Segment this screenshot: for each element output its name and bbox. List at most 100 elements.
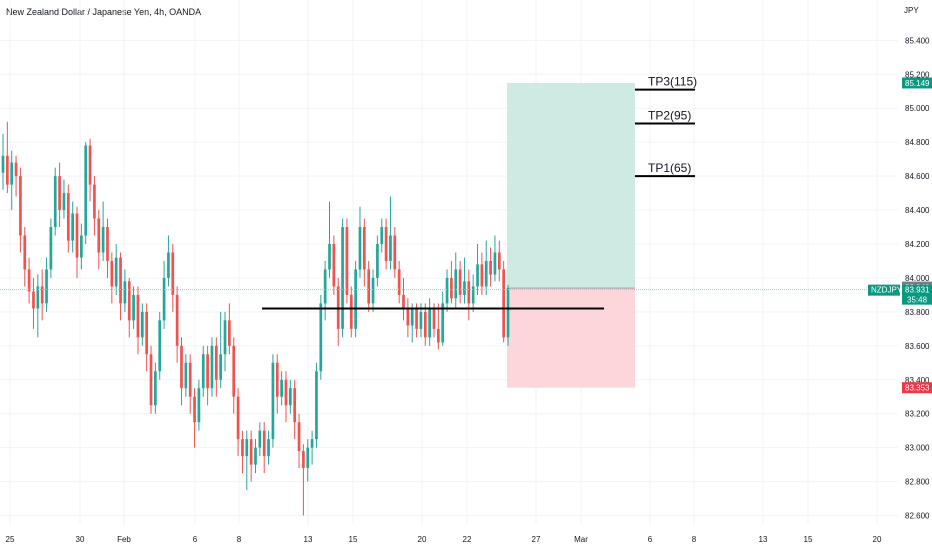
candle-body — [306, 447, 310, 468]
candle-body — [154, 371, 157, 406]
x-tick-label: 15 — [804, 535, 813, 544]
symbol-title: New Zealand Dollar / Japanese Yen, 4h, O… — [6, 7, 202, 17]
candle-body — [136, 294, 140, 338]
candle-body — [384, 227, 388, 261]
candle-body — [219, 354, 223, 380]
candle-body — [53, 176, 57, 228]
candle-body — [410, 308, 414, 326]
candle-body — [254, 447, 257, 465]
x-tick-label: 6 — [193, 535, 198, 544]
candle-body — [328, 244, 331, 270]
candle-body — [188, 362, 192, 397]
candle-body — [132, 294, 135, 321]
target-price-badge-text: 85.149 — [905, 79, 930, 88]
candle-body — [223, 320, 227, 355]
drawing-lines[interactable]: TP3(115) TP2(95) TP1(65) — [0, 75, 898, 310]
grid-lines — [0, 0, 898, 524]
y-tick-label: 83.800 — [905, 308, 930, 317]
candle-body — [101, 227, 105, 253]
candle-body — [114, 257, 118, 287]
candle-body — [406, 308, 410, 326]
candle-body — [228, 320, 231, 346]
candle-body — [436, 328, 440, 343]
tp-label: TP2(95) — [648, 109, 691, 123]
x-tick-label: 22 — [463, 535, 472, 544]
candle-body — [428, 308, 431, 338]
candle-body — [302, 451, 305, 468]
candle-body — [463, 281, 466, 295]
candle-body — [358, 227, 362, 270]
candle-body — [97, 218, 101, 253]
candle-body — [241, 439, 244, 457]
candle-body — [88, 145, 92, 185]
candle-body — [267, 439, 270, 457]
symbol-tag — [868, 284, 900, 296]
candle-body — [341, 227, 344, 329]
y-tick-label: 85.000 — [905, 104, 930, 113]
candle-body — [389, 235, 392, 261]
candle-body — [262, 430, 266, 457]
candle-body — [258, 430, 262, 448]
candle-body — [180, 345, 183, 389]
candle-body — [441, 303, 445, 343]
candle-body — [502, 269, 505, 338]
candle-body — [49, 227, 53, 270]
candle-body — [345, 227, 349, 295]
candle-body — [214, 345, 218, 380]
candle-body — [106, 227, 109, 261]
candle-body — [66, 193, 70, 241]
candle-body — [362, 227, 366, 270]
x-tick-label: 20 — [418, 535, 427, 544]
candle-body — [393, 235, 397, 270]
candle-body — [493, 252, 497, 275]
current-price-badge — [902, 284, 932, 305]
x-tick-label: 30 — [76, 535, 85, 544]
candle-body — [467, 281, 471, 304]
tp-label: TP3(115) — [648, 75, 697, 89]
candle-body — [210, 345, 214, 389]
candle-body — [145, 311, 149, 355]
candle-body — [110, 260, 114, 287]
candle-body — [315, 371, 318, 440]
candle-body — [71, 213, 75, 241]
candle-body — [489, 260, 492, 275]
candle-body — [415, 308, 418, 329]
y-tick-label: 82.800 — [905, 478, 930, 487]
x-tick-label: Mar — [574, 535, 588, 544]
candle-body — [45, 269, 48, 304]
candle-body — [62, 193, 66, 211]
y-tick-label: 83.400 — [905, 376, 930, 385]
candle-body — [402, 294, 405, 309]
candle-body — [236, 396, 240, 440]
time-axis[interactable]: 25 30 Feb 6 8 13 15 20 22 27 Mar 6 8 13 15 20 — [6, 535, 882, 544]
price-axis[interactable]: 85.400 85.200 85.000 84.800 84.600 84.400 84.2… — [905, 36, 930, 520]
candle-body — [332, 244, 336, 287]
x-tick-label: 13 — [759, 535, 768, 544]
candle-body — [80, 235, 83, 258]
candle-body — [480, 264, 484, 287]
currency-label: JPY — [904, 6, 919, 15]
x-tick-label: 8 — [692, 535, 697, 544]
loss-zone — [507, 288, 635, 388]
candle-body — [397, 269, 401, 295]
candle-body — [271, 362, 275, 440]
candle-body — [149, 354, 153, 406]
candle-body — [93, 184, 96, 219]
candle-body — [140, 311, 144, 338]
symbol-tag-text: NZDJPY — [871, 286, 903, 295]
x-tick-label: 20 — [873, 535, 882, 544]
y-tick-label: 84.000 — [905, 274, 930, 283]
candle-body — [319, 303, 323, 372]
candle-body — [419, 311, 423, 329]
candle-body — [454, 269, 458, 299]
candle-body — [476, 264, 479, 287]
candle-body — [284, 379, 288, 406]
countdown-text: 35:48 — [907, 296, 928, 305]
candle-body — [119, 257, 122, 304]
candle-body — [371, 277, 375, 304]
candle-body — [175, 294, 179, 346]
candle-body — [27, 269, 31, 292]
stop-price-badge-text: 83.353 — [905, 384, 930, 393]
candle-body — [506, 288, 510, 338]
